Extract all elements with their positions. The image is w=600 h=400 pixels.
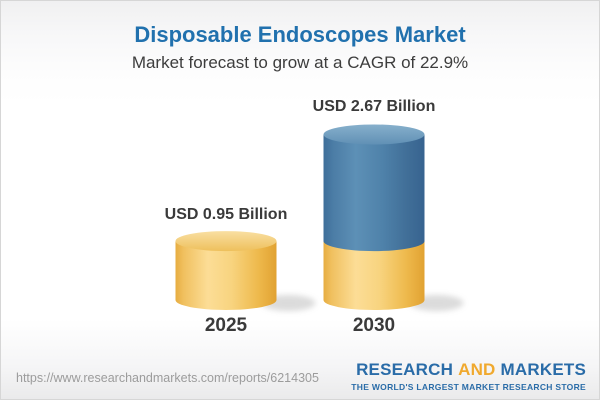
- logo-word-research: RESEARCH: [356, 360, 454, 379]
- category-label-2030: 2030: [352, 315, 396, 336]
- page-title: Disposable Endoscopes Market: [134, 22, 466, 47]
- source-url: https://www.researchandmarkets.com/repor…: [16, 371, 319, 385]
- logo-word-and: AND: [458, 360, 496, 379]
- logo-wordmark: RESEARCH AND MARKETS: [351, 360, 586, 380]
- research-and-markets-logo: RESEARCH AND MARKETS THE WORLD'S LARGEST M…: [351, 360, 586, 392]
- category-label-2025: 2025: [204, 315, 248, 336]
- logo-word-markets: MARKETS: [500, 360, 586, 379]
- logo-tagline: THE WORLD'S LARGEST MARKET RESEARCH STOR…: [351, 382, 586, 392]
- page-subtitle: Market forecast to grow at a CAGR of 22.…: [131, 53, 469, 72]
- value-label-2030: USD 2.67 Billion: [312, 98, 436, 115]
- value-label-2025: USD 0.95 Billion: [164, 206, 288, 223]
